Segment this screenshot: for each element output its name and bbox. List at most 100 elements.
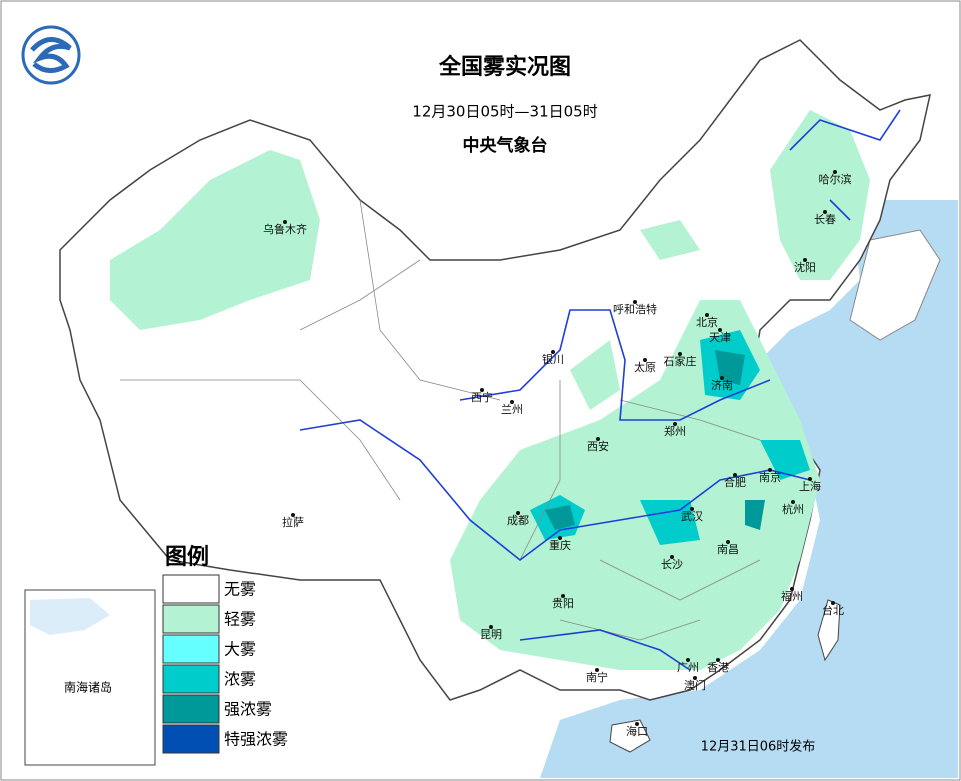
issue-time: 12月31日06时发布 (701, 739, 816, 755)
city-dot (686, 658, 690, 662)
city-label: 北京 (696, 315, 718, 329)
city-label: 拉萨 (282, 515, 304, 529)
city-dot (718, 328, 722, 332)
city-label: 上海 (799, 479, 821, 493)
city-dot (726, 540, 730, 544)
city-label: 南宁 (586, 670, 608, 684)
city-label: 济南 (711, 378, 733, 392)
logo (21, 25, 81, 85)
city-dot (643, 358, 647, 362)
city-label: 南昌 (717, 543, 739, 556)
city-label: 哈尔滨 (819, 172, 852, 186)
city-dot (480, 388, 484, 392)
city-label: 广州 (677, 661, 699, 674)
city-label: 福州 (781, 589, 803, 603)
city-label: 长春 (814, 213, 836, 226)
city-dot (670, 555, 674, 559)
inset-label: 南海诸岛 (64, 680, 112, 695)
city-label: 海口 (626, 724, 648, 738)
city-label: 太原 (634, 361, 656, 374)
city-dot (693, 676, 697, 680)
hainan (609, 719, 651, 753)
city-label: 武汉 (681, 510, 703, 523)
city-label: 合肥 (724, 475, 746, 489)
city-dot (635, 722, 639, 726)
city-dot (673, 422, 677, 426)
city-dot (291, 513, 295, 517)
city-dot (516, 511, 520, 515)
legend-swatch (162, 694, 220, 724)
city-label: 杭州 (782, 502, 804, 516)
city-dot (790, 587, 794, 591)
legend-label: 特强浓雾 (224, 730, 288, 749)
city-label: 呼和浩特 (613, 302, 657, 316)
inset-sea (30, 598, 110, 635)
legend-swatch (162, 574, 220, 604)
legend-label: 无雾 (224, 580, 256, 599)
city-label: 郑州 (664, 424, 686, 438)
city-label: 沈阳 (794, 260, 816, 274)
city-dot (823, 210, 827, 214)
legend-label: 轻雾 (224, 610, 256, 629)
city-label: 台北 (822, 603, 844, 617)
legend-label: 大雾 (224, 640, 256, 659)
city-dot (551, 350, 555, 354)
city-label: 重庆 (549, 538, 571, 552)
city-dot (510, 400, 514, 404)
strong-fog (545, 350, 765, 530)
legend-swatch (162, 634, 220, 664)
legend-swatch (162, 604, 220, 634)
map-subtitle: 12月30日05时—31日05时 (412, 103, 597, 121)
yellow-river (459, 309, 771, 421)
city-label: 贵阳 (552, 597, 574, 610)
city-dot (791, 500, 795, 504)
sea (540, 200, 958, 778)
pearl-river (519, 629, 691, 671)
yangtze-river (299, 419, 811, 562)
city-dot (803, 258, 807, 262)
city-dot (831, 601, 835, 605)
legend-label: 浓雾 (224, 670, 256, 689)
city-dot (633, 300, 637, 304)
province-border (120, 199, 761, 641)
city-dot (595, 668, 599, 672)
city-label: 昆明 (480, 628, 502, 641)
city-dot (561, 594, 565, 598)
taiwan (817, 599, 841, 662)
legend-swatch (162, 664, 220, 694)
neighbor-land (849, 229, 941, 341)
songhua-river (789, 109, 901, 221)
city-dot (596, 437, 600, 441)
city-label: 西安 (587, 439, 609, 453)
city-label: 香港 (707, 661, 729, 674)
city-dot (833, 170, 837, 174)
city-dot (705, 313, 709, 317)
city-dot (678, 352, 682, 356)
city-dot (283, 220, 287, 224)
city-label: 南京 (759, 470, 781, 484)
legend-title: 图例 (165, 545, 209, 570)
city-dot (808, 477, 812, 481)
map-title: 全国雾实况图 (438, 54, 571, 80)
city-dot (733, 473, 737, 477)
issuer: 中央气象台 (463, 135, 548, 156)
city-label: 石家庄 (664, 354, 697, 368)
city-label: 银川 (542, 352, 564, 366)
city-dot (558, 536, 562, 540)
city-dot (768, 468, 772, 472)
legend-swatch (162, 724, 220, 754)
city-label: 兰州 (501, 403, 523, 416)
city-dot (720, 376, 724, 380)
city-label: 长沙 (661, 558, 683, 571)
city-label: 天津 (709, 331, 731, 344)
city-dot (489, 625, 493, 629)
city-label: 西宁 (471, 390, 493, 404)
city-label: 澳门 (684, 678, 706, 692)
city-label: 乌鲁木齐 (263, 222, 307, 236)
city-label: 成都 (507, 514, 529, 527)
legend-label: 强浓雾 (224, 700, 272, 719)
